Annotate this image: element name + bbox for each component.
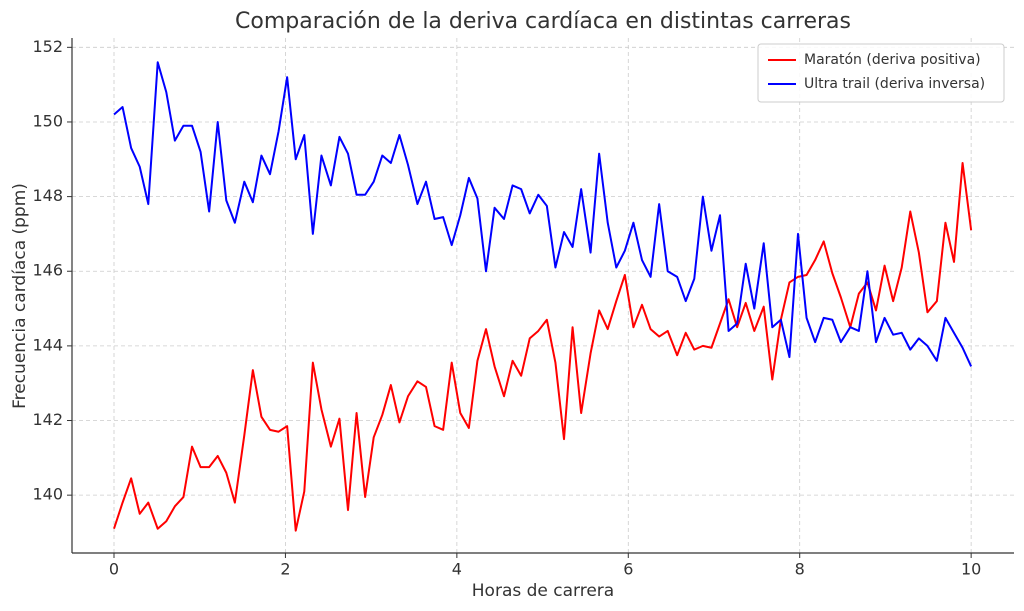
x-tick-label: 2 [280, 560, 290, 579]
line-series [113, 61, 973, 367]
legend-label: Ultra trail (deriva inversa) [804, 76, 985, 92]
y-tick-label: 152 [32, 37, 63, 56]
line-series [113, 162, 973, 532]
x-tick-label: 6 [623, 560, 633, 579]
y-tick-label: 146 [32, 261, 63, 280]
y-tick-label: 148 [32, 186, 63, 205]
chart-title: Comparación de la deriva cardíaca en dis… [235, 9, 851, 34]
legend: Maratón (deriva positiva) Ultra trail (de… [757, 43, 1005, 103]
x-tick-label: 0 [109, 560, 119, 579]
y-tick-label: 144 [32, 335, 63, 354]
legend-label: Maratón (deriva positiva) [804, 52, 981, 68]
legend-box [757, 43, 1005, 103]
x-tick-label: 4 [452, 560, 462, 579]
y-tick-label: 150 [32, 111, 63, 130]
x-tick-label: 10 [961, 560, 981, 579]
x-tick-label: 8 [795, 560, 805, 579]
y-tick-label: 142 [32, 410, 63, 429]
y-tick-label: 140 [32, 485, 63, 504]
x-axis-label: Horas de carrera [472, 581, 614, 601]
y-axis-label: Frecuencia cardíaca (ppm) [10, 183, 30, 409]
